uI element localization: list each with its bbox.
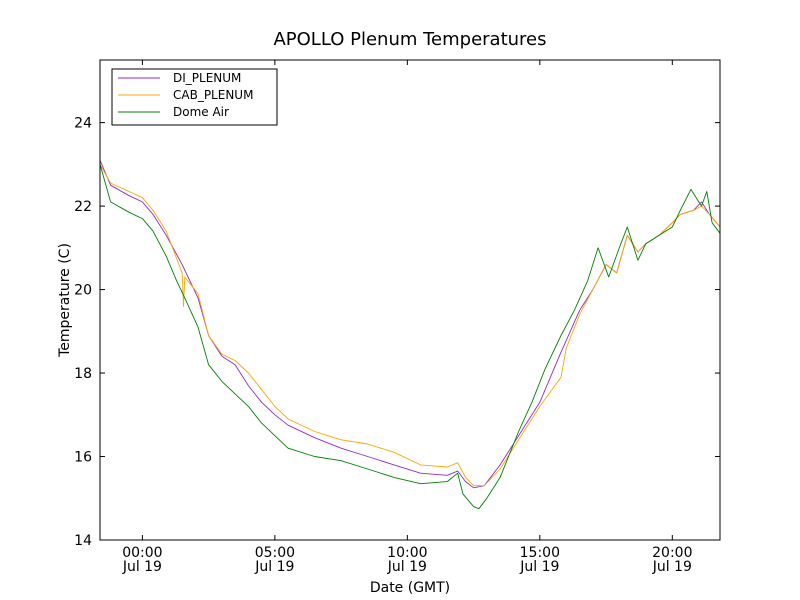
series-line-dome-air <box>99 164 721 510</box>
series-line-di-plenum <box>99 160 721 489</box>
x-tick-label-time: 05:00 <box>255 545 295 561</box>
y-tick-label: 18 <box>74 366 92 382</box>
x-axis-label: Date (GMT) <box>370 580 450 596</box>
x-tick-label-date: Jul 19 <box>652 559 692 575</box>
x-tick-label-date: Jul 19 <box>519 559 559 575</box>
plot-series <box>99 160 721 510</box>
y-tick-label: 20 <box>74 283 92 299</box>
chart-title: APOLLO Plenum Temperatures <box>273 29 546 50</box>
x-tick-label-time: 10:00 <box>387 545 427 561</box>
legend: DI_PLENUM CAB_PLENUM Dome Air <box>111 68 278 126</box>
plot-frame <box>99 59 721 541</box>
y-axis: 14 16 18 20 22 24 <box>74 116 720 549</box>
y-tick-label: 22 <box>74 199 92 215</box>
y-axis-label: Temperature (C) <box>57 243 73 358</box>
x-tick-label-date: Jul 19 <box>387 559 427 575</box>
x-tick-label-time: 15:00 <box>520 545 560 561</box>
legend-label-di-plenum: DI_PLENUM <box>173 71 241 85</box>
y-tick-label: 24 <box>74 116 92 132</box>
legend-label-dome-air: Dome Air <box>173 105 229 119</box>
x-tick-label-date: Jul 19 <box>254 559 294 575</box>
x-tick-label-date: Jul 19 <box>122 559 162 575</box>
y-tick-label: 16 <box>74 450 92 466</box>
y-tick-label: 14 <box>74 533 92 549</box>
legend-label-cab-plenum: CAB_PLENUM <box>173 88 253 102</box>
x-tick-label-time: 00:00 <box>122 545 162 561</box>
x-tick-label-time: 20:00 <box>652 545 692 561</box>
series-line-cab-plenum <box>99 164 721 487</box>
